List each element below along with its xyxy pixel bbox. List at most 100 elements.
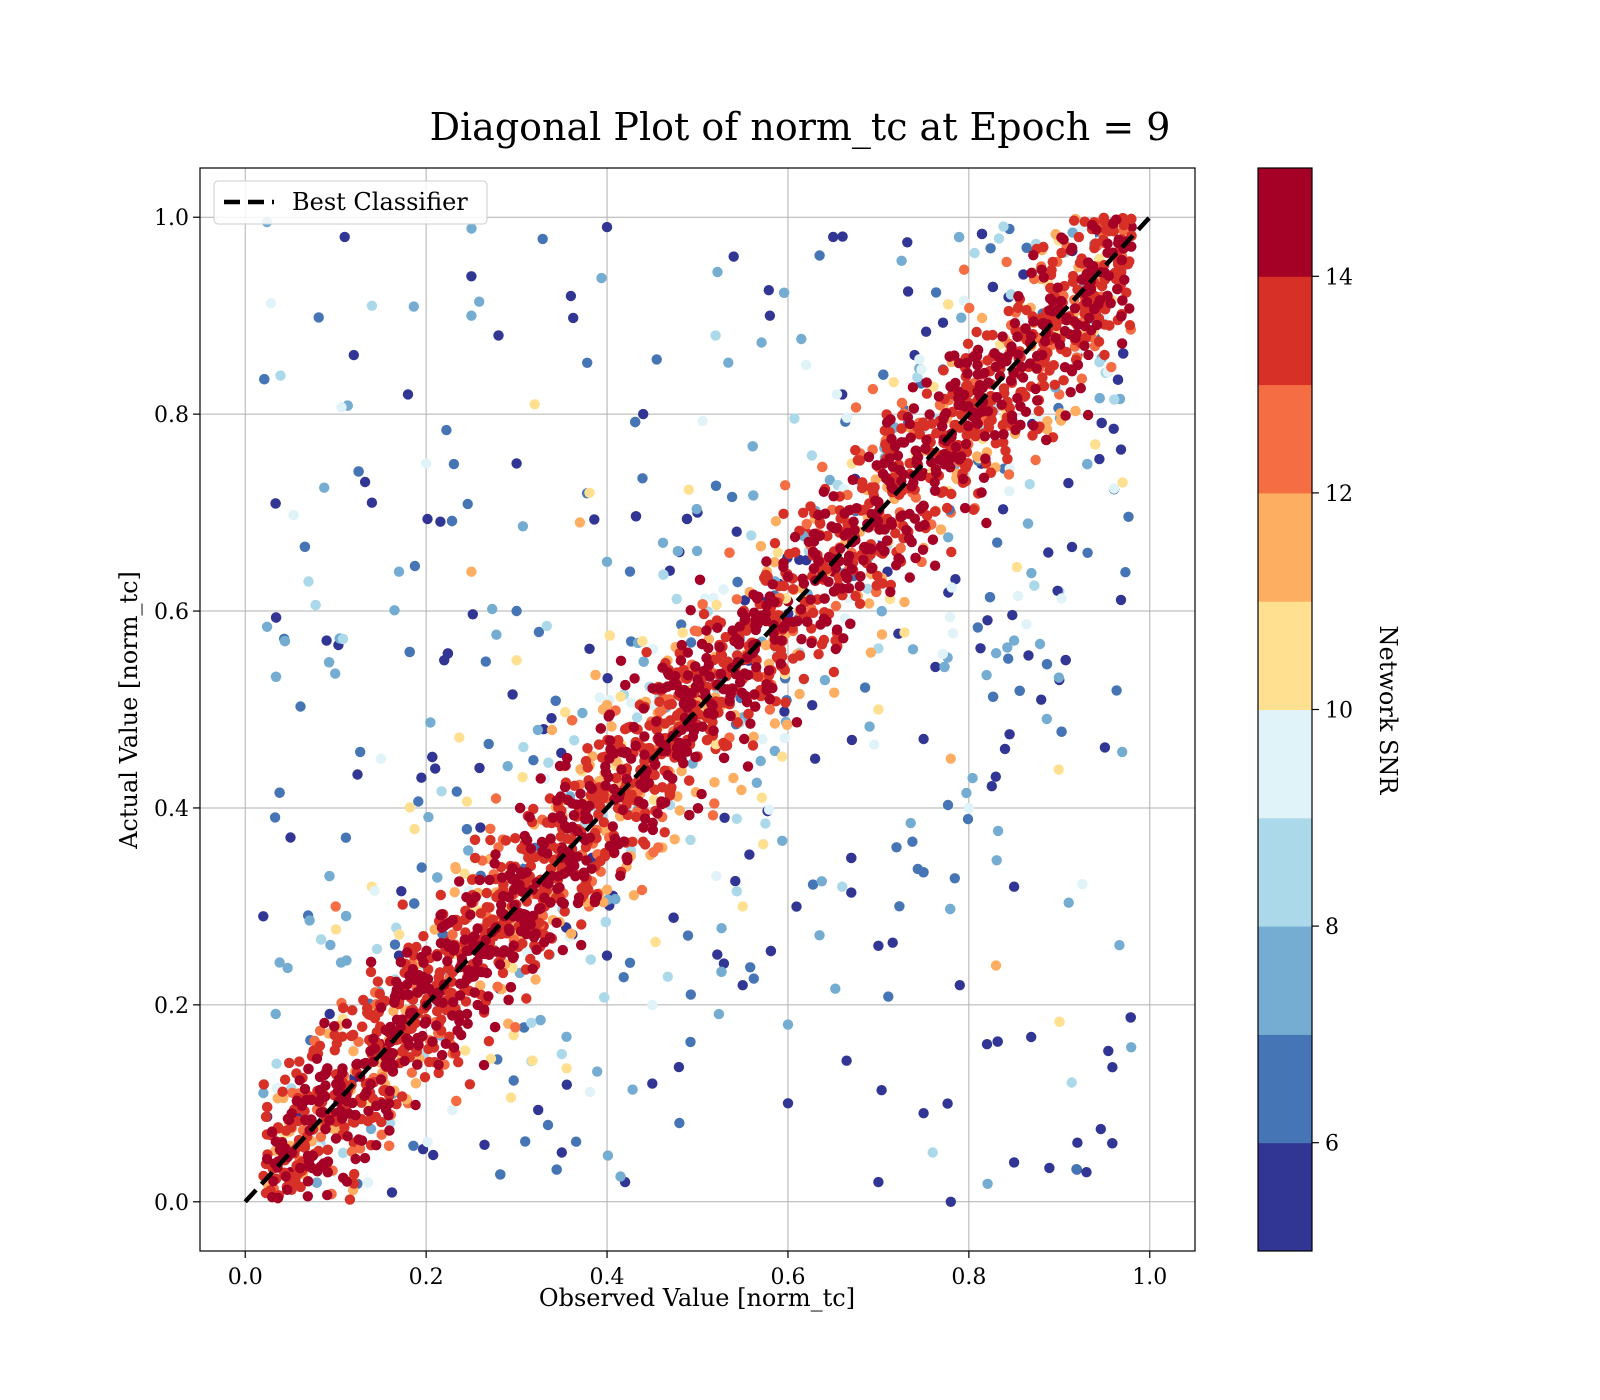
scatter-point (1037, 319, 1048, 330)
scatter-point (497, 967, 509, 979)
scatter-point (824, 474, 835, 486)
scatter-point (1022, 518, 1034, 529)
scatter-point (259, 374, 270, 385)
scatter-point (485, 1053, 497, 1064)
scatter-point (362, 1177, 374, 1188)
scatter-point (604, 630, 615, 641)
scatter-point (761, 684, 772, 696)
scatter-point (748, 731, 759, 742)
scatter-point (302, 1191, 313, 1202)
scatter-point (1099, 267, 1111, 278)
scatter-point (1030, 454, 1041, 466)
scatter-point (380, 1059, 391, 1071)
scatter-point (950, 441, 962, 453)
scatter-point (517, 771, 528, 783)
scatter-point (712, 622, 723, 633)
scatter-point (1028, 316, 1039, 327)
scatter-point (433, 1059, 444, 1071)
scatter-point (409, 823, 420, 835)
scatter-point (294, 1075, 305, 1086)
scatter-point (483, 738, 494, 750)
scatter-point (258, 1087, 269, 1099)
scatter-point (794, 688, 805, 700)
scatter-point (730, 875, 741, 887)
scatter-point (480, 656, 491, 667)
scatter-point (399, 1055, 410, 1067)
scatter-point (565, 290, 577, 302)
scatter-point (648, 847, 659, 858)
scatter-point (949, 350, 960, 361)
scatter-point (1118, 348, 1129, 359)
scatter-point (907, 836, 918, 847)
scatter-point (386, 1187, 398, 1198)
scatter-point (584, 643, 595, 654)
scatter-point (975, 643, 986, 654)
scatter-point (1066, 541, 1078, 553)
scatter-point (1085, 266, 1097, 277)
scatter-point (1094, 393, 1105, 404)
scatter-point (530, 974, 541, 985)
scatter-point (663, 669, 675, 680)
scatter-point (1063, 477, 1074, 489)
scatter-point (694, 574, 706, 585)
y-tick-label: 0.0 (154, 1191, 189, 1216)
scatter-point (964, 302, 975, 314)
scatter-point (507, 874, 518, 885)
scatter-point (508, 940, 519, 951)
scatter-point (1096, 417, 1107, 429)
scatter-point (747, 441, 758, 452)
scatter-point (930, 661, 941, 673)
scatter-point (647, 999, 658, 1011)
scatter-point (895, 542, 906, 554)
scatter-point (1066, 1077, 1077, 1088)
scatter-point (391, 1014, 403, 1025)
scatter-point (961, 787, 972, 799)
scatter-point (269, 812, 281, 823)
scatter-point (987, 691, 999, 702)
scatter-point (513, 911, 524, 922)
scatter-point (1001, 256, 1012, 268)
scatter-point (339, 231, 350, 243)
scatter-point (342, 1131, 353, 1142)
scatter-point (1056, 247, 1067, 259)
scatter-point (1125, 1012, 1136, 1023)
scatter-point (707, 700, 718, 711)
scatter-point (389, 991, 401, 1002)
scatter-point (831, 624, 843, 635)
scatter-point (830, 563, 841, 574)
scatter-point (319, 1069, 330, 1081)
scatter-point (302, 1176, 314, 1187)
scatter-point (410, 1078, 422, 1089)
scatter-point (697, 721, 708, 732)
scatter-point (879, 545, 890, 557)
scatter-point (681, 513, 693, 525)
scatter-point (609, 833, 621, 844)
scatter-point (556, 1048, 567, 1060)
scatter-point (446, 987, 458, 999)
scatter-point (1106, 361, 1117, 373)
scatter-point (376, 1002, 387, 1013)
scatter-point (1060, 654, 1071, 666)
scatter-point (685, 989, 696, 1000)
scatter-point (608, 783, 619, 795)
scatter-point (589, 514, 600, 525)
scatter-point (1108, 423, 1119, 434)
scatter-point (798, 507, 809, 518)
scatter-point (972, 622, 983, 633)
scatter-point (942, 1098, 953, 1109)
scatter-point (447, 967, 458, 978)
scatter-point (286, 1108, 297, 1119)
scatter-point (1117, 295, 1128, 306)
scatter-point (262, 1101, 273, 1113)
scatter-point (324, 870, 335, 882)
scatter-point (863, 451, 875, 463)
scatter-point (846, 563, 857, 575)
scatter-point (990, 648, 1002, 659)
y-tick-label: 0.4 (154, 797, 189, 822)
scatter-point (585, 954, 596, 965)
scatter-point (818, 634, 830, 646)
scatter-point (1056, 726, 1067, 737)
scatter-point (719, 812, 730, 823)
scatter-point (835, 543, 846, 554)
scatter-point (521, 835, 533, 846)
